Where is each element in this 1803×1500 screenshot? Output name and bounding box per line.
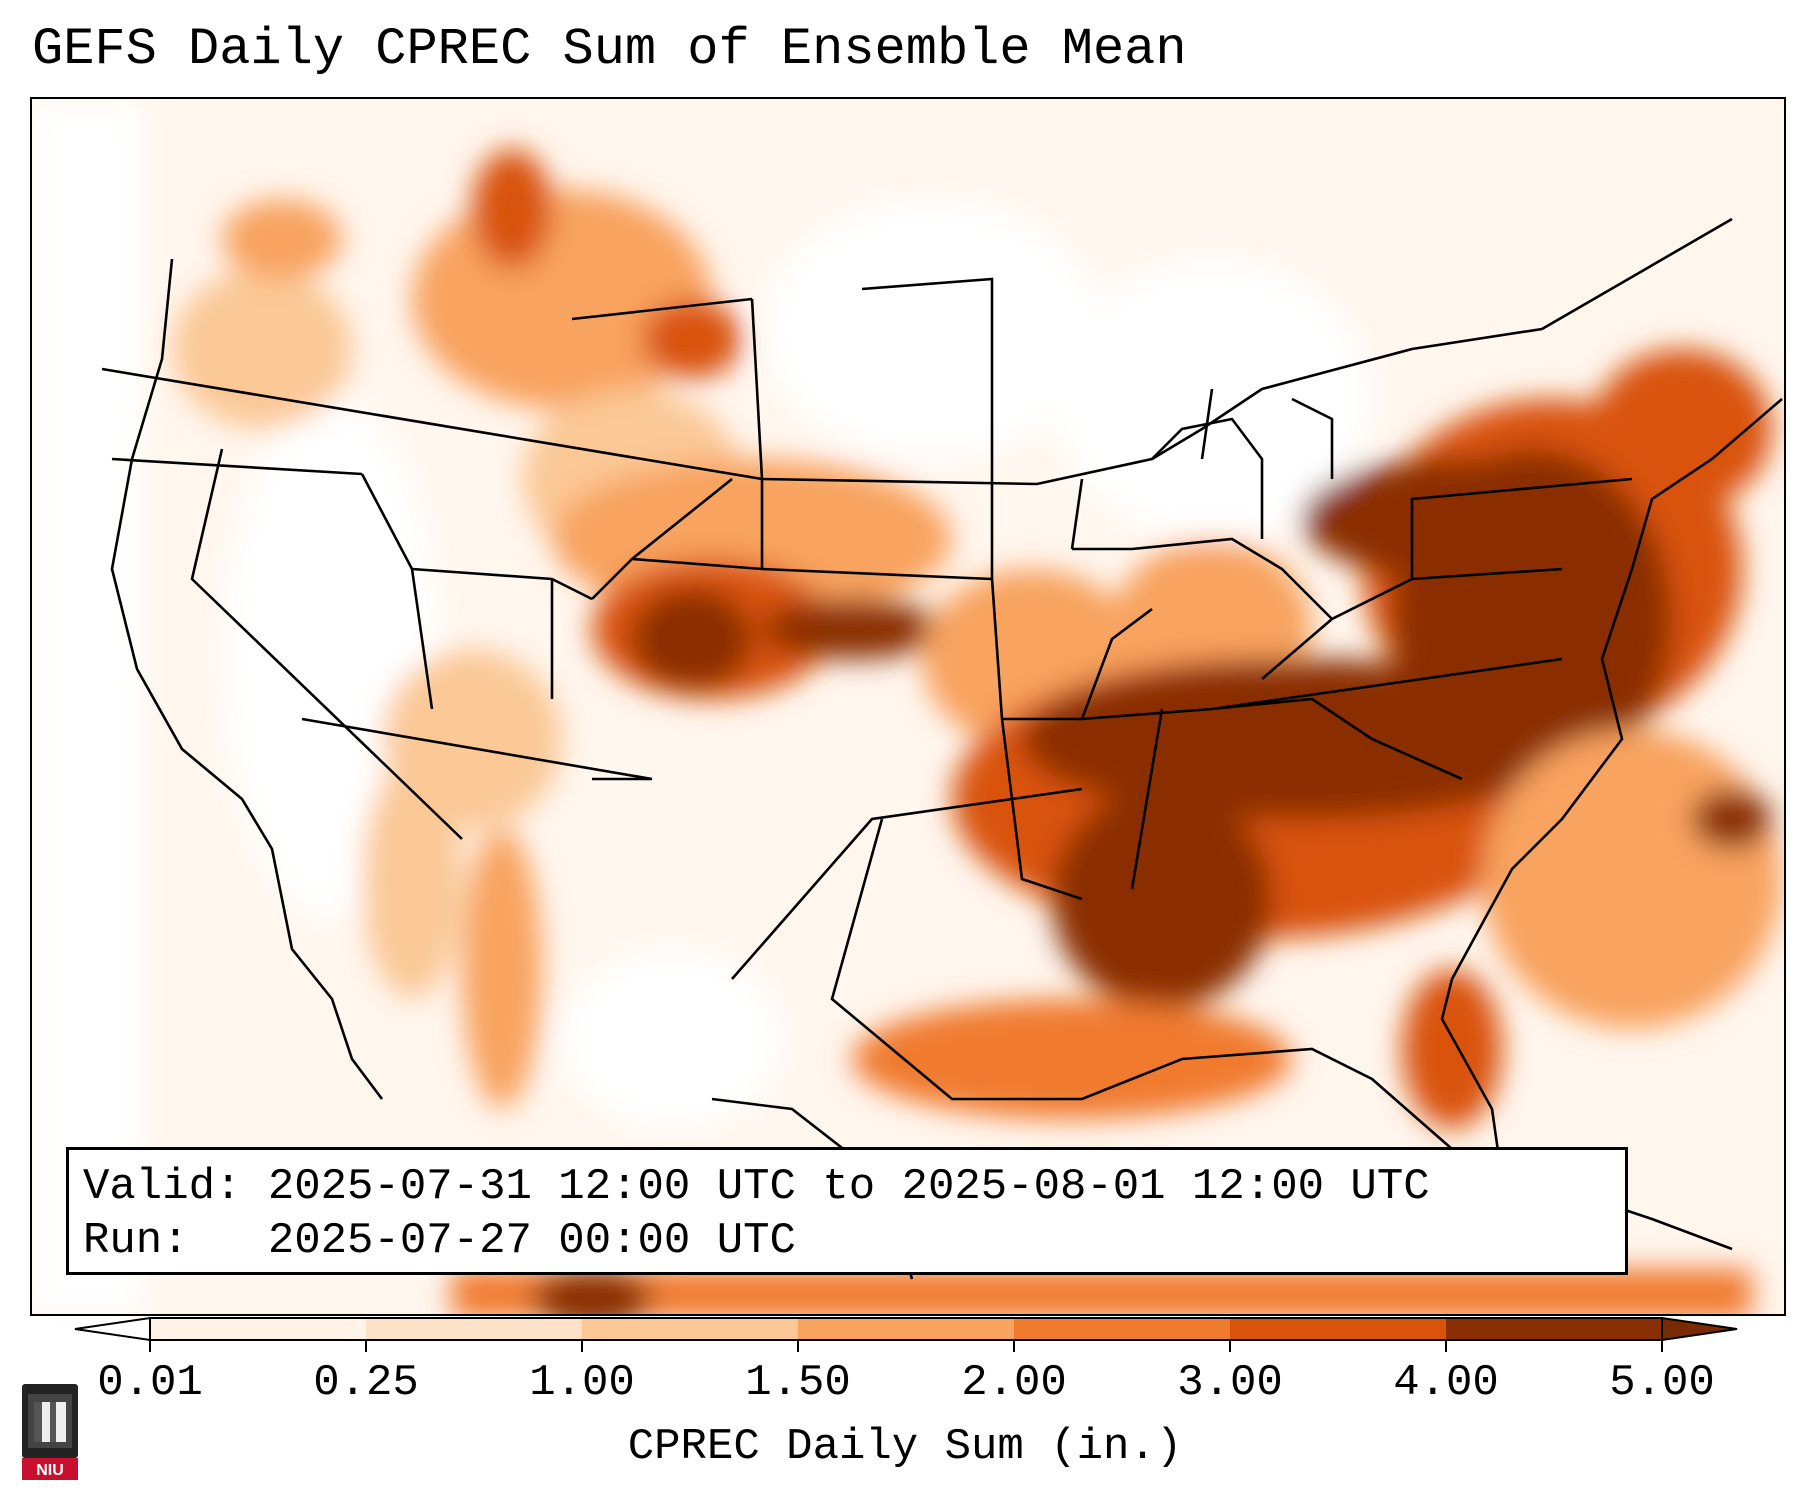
precip-map [32, 99, 1784, 1314]
colorbar-segment [366, 1318, 583, 1340]
colorbar-segment [582, 1318, 799, 1340]
colorbar-segment [1014, 1318, 1231, 1340]
valid-value: 2025-07-31 12:00 UTC to 2025-08-01 12:00… [267, 1162, 1430, 1212]
map-title: GEFS Daily CPREC Sum of Ensemble Mean [32, 20, 1187, 79]
colorbar-tick-label: 1.00 [529, 1358, 635, 1408]
colorbar-tick-label: 0.01 [97, 1358, 203, 1408]
colorbar-tick-label: 0.25 [313, 1358, 419, 1408]
logo-text: NIU [36, 1462, 64, 1479]
colorbar-tick-label: 2.00 [961, 1358, 1067, 1408]
niu-logo: NIU [22, 1384, 78, 1480]
valid-label: Valid: [83, 1162, 242, 1212]
colorbar-segment [1446, 1318, 1663, 1340]
run-label: Run: [83, 1216, 189, 1266]
colorbar-outline [149, 1317, 1663, 1341]
colorbar-segment [150, 1318, 367, 1340]
colorbar-under-extension [74, 1316, 151, 1342]
colorbar-segment [1230, 1318, 1447, 1340]
colorbar-tick-label: 1.50 [745, 1358, 851, 1408]
colorbar-tick-label: 3.00 [1177, 1358, 1283, 1408]
precip-field [32, 99, 1782, 1314]
colorbar-tick-label: 4.00 [1393, 1358, 1499, 1408]
colorbar-label: CPREC Daily Sum (in.) [627, 1422, 1183, 1472]
map-panel [30, 97, 1786, 1316]
boundaries [101, 217, 1783, 1280]
run-value: 2025-07-27 00:00 UTC [267, 1216, 796, 1266]
colorbar-tick-label: 5.00 [1609, 1358, 1715, 1408]
colorbar-over-extension [1661, 1316, 1738, 1342]
validity-info-box: Valid: 2025-07-31 12:00 UTC to 2025-08-0… [66, 1147, 1628, 1275]
colorbar-segment [798, 1318, 1015, 1340]
